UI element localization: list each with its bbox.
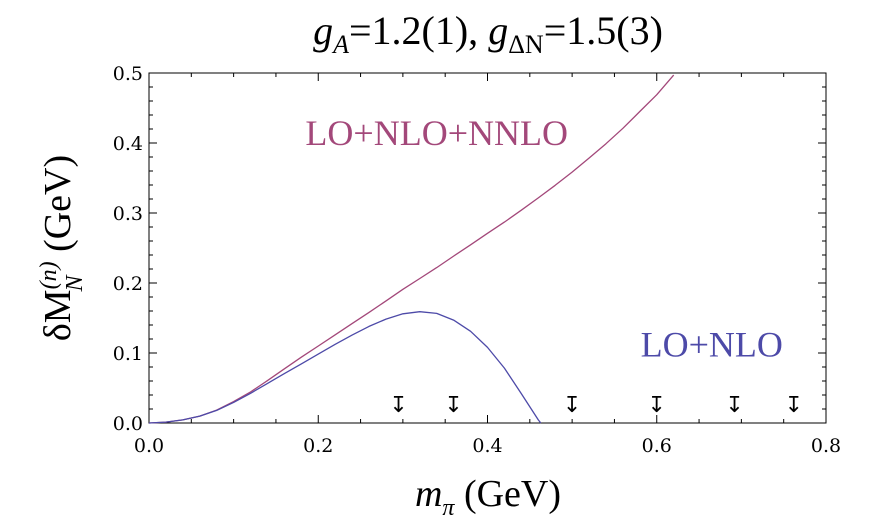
x-tick-label: 0.2 (303, 435, 333, 457)
annotation-lo-nlo: LO+NLO (641, 325, 783, 365)
y-tick-label: 0.4 (113, 133, 143, 155)
series-layer (148, 74, 675, 424)
x-tick-label: 0.6 (642, 435, 672, 457)
annotation-lo-nlo-nnlo: LO+NLO+NNLO (305, 113, 568, 153)
y-tick-label: 0.3 (113, 203, 143, 225)
annotation-layer: LO+NLO+NNLO LO+NLO (305, 113, 782, 364)
series-line-lo-nlo (148, 311, 542, 424)
y-axis-label: δM(n)N (GeV) (36, 155, 88, 341)
x-tick-label: 0.0 (134, 435, 164, 457)
y-tick-label: 0.1 (113, 343, 143, 365)
series-line-lo-nlo-nnlo (148, 74, 675, 424)
marker-layer: ↧ ↧ ↧ ↧ ↧ ↧ (389, 393, 803, 418)
x-tick-label: 0.4 (472, 435, 502, 457)
y-tick-label: 0.5 (113, 63, 143, 85)
x-axis-ticks: 0.0 0.2 0.4 0.6 0.8 (134, 73, 841, 457)
down-arrow-marker: ↧ (785, 393, 803, 418)
y-tick-label: 0.2 (113, 273, 143, 295)
down-arrow-marker: ↧ (563, 393, 581, 418)
down-arrow-marker: ↧ (444, 393, 462, 418)
y-tick-label: 0.0 (113, 413, 143, 435)
x-axis-label: mπ (GeV) (415, 473, 561, 521)
down-arrow-marker: ↧ (389, 393, 407, 418)
down-arrow-marker: ↧ (648, 393, 666, 418)
x-tick-label: 0.8 (811, 435, 841, 457)
down-arrow-marker: ↧ (725, 393, 743, 418)
y-axis-ticks: 0.0 0.1 0.2 0.3 0.4 0.5 (113, 63, 826, 435)
chart-title: gA=1.2(1), gΔN=1.5(3) (313, 8, 663, 59)
